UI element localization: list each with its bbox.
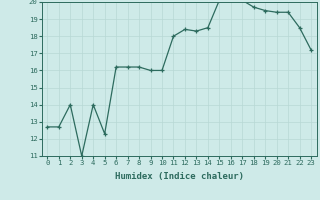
X-axis label: Humidex (Indice chaleur): Humidex (Indice chaleur)	[115, 172, 244, 181]
